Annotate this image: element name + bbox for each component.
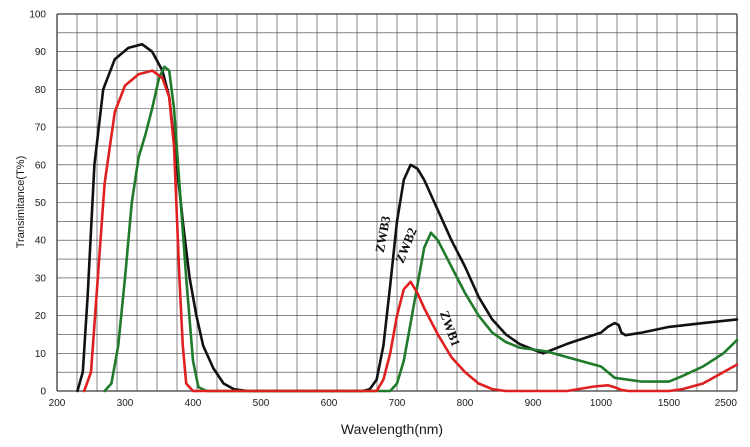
y-tick-label: 60 — [35, 160, 47, 171]
x-tick-label: 700 — [389, 398, 406, 409]
x-tick-label: 1500 — [658, 398, 681, 409]
y-axis-title: Transimitance(T%) — [15, 156, 27, 249]
x-axis: 200 300 400 500 600 700 800 900 1000 1500 2500 — [49, 398, 738, 409]
y-tick-label: 50 — [35, 198, 47, 209]
x-tick-label: 800 — [457, 398, 474, 409]
x-tick-label: 900 — [525, 398, 542, 409]
series-line-zwb2 — [103, 65, 739, 393]
y-tick-label: 70 — [35, 123, 47, 134]
x-tick-label: 600 — [321, 398, 338, 409]
y-tick-label: 0 — [40, 387, 46, 398]
series-label-zwb3: ZWB3 — [372, 214, 393, 253]
x-axis-title: Wavelength(nm) — [341, 421, 443, 437]
x-tick-label: 2500 — [715, 398, 738, 409]
y-tick-label: 40 — [35, 236, 47, 247]
y-tick-label: 20 — [35, 311, 47, 322]
x-tick-label: 1000 — [590, 398, 613, 409]
x-tick-label: 500 — [253, 398, 270, 409]
series-label-zwb1: ZWB1 — [437, 309, 464, 349]
y-tick-label: 30 — [35, 273, 47, 284]
y-tick-label: 10 — [35, 349, 47, 360]
x-tick-label: 300 — [117, 398, 134, 409]
x-tick-label: 200 — [49, 398, 66, 409]
y-tick-label: 100 — [29, 10, 46, 21]
series-line-zwb1 — [82, 69, 739, 393]
series-line-zwb3 — [76, 42, 739, 393]
y-tick-label: 80 — [35, 85, 47, 96]
y-axis: 0 10 20 30 40 50 60 70 80 90 100 — [29, 10, 46, 398]
y-tick-label: 90 — [35, 47, 47, 58]
x-tick-label: 400 — [185, 398, 202, 409]
plot-area — [76, 42, 739, 393]
grid — [56, 13, 738, 392]
